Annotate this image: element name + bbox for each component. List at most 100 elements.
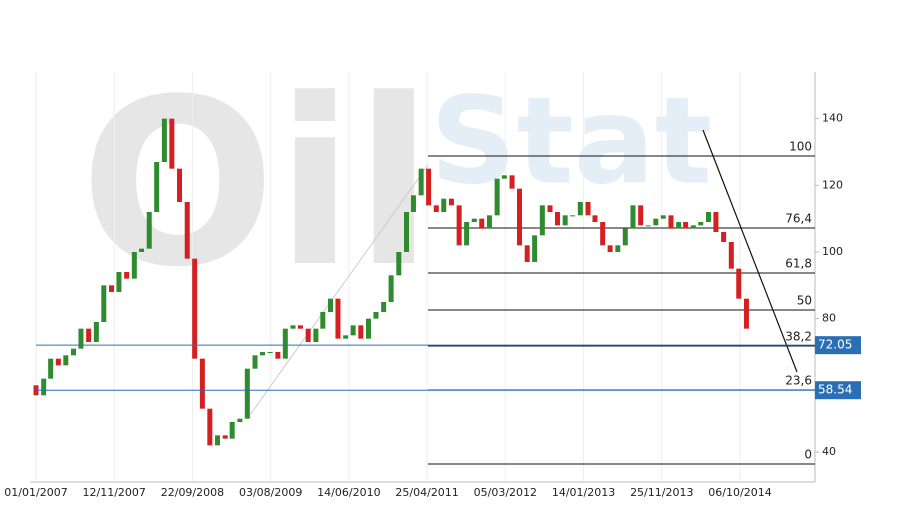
candle-body	[70, 348, 76, 356]
candle-body	[607, 245, 613, 252]
candle-body	[244, 368, 250, 419]
fib-label: 50	[797, 294, 812, 308]
candle-body	[199, 358, 205, 409]
candle-body	[577, 202, 583, 216]
candle-body	[222, 435, 228, 439]
candle-body	[653, 218, 659, 226]
fib-label: 100	[789, 140, 812, 154]
fib-label: 38,2	[785, 330, 812, 344]
candle-body	[622, 228, 628, 246]
candle-body	[305, 328, 311, 342]
candle-body	[267, 352, 273, 353]
candle-body	[690, 225, 696, 229]
candle-body	[585, 202, 591, 216]
candle-body	[177, 168, 183, 202]
candle-body	[184, 202, 190, 259]
y-tick-label: 40	[822, 445, 836, 458]
x-tick-label: 25/11/2013	[630, 486, 693, 499]
candle-body	[320, 312, 326, 329]
candle-body	[433, 205, 439, 212]
fib-label: 61,8	[785, 257, 812, 271]
trend-line	[702, 129, 798, 373]
x-tick-label: 14/01/2013	[552, 486, 615, 499]
candle-body	[328, 298, 334, 312]
candle-body	[86, 328, 92, 342]
price-tag	[815, 381, 861, 400]
fib-label: 23,6	[785, 374, 812, 388]
candle-body	[373, 312, 379, 319]
candle-body	[426, 168, 432, 206]
candle-body	[592, 215, 598, 222]
candle-body	[388, 275, 394, 302]
candle-body	[532, 235, 538, 262]
candle-body	[259, 352, 265, 356]
candle-body	[252, 355, 258, 369]
fib-label: 76,4	[785, 212, 812, 226]
price-tag-label: 72.05	[818, 338, 852, 352]
candle-body	[41, 378, 47, 396]
candle-body	[698, 222, 704, 226]
candle-body	[645, 225, 651, 227]
candle-body	[396, 252, 402, 276]
x-tick-label: 25/04/2011	[395, 486, 458, 499]
candle-body	[146, 212, 152, 249]
candle-body	[297, 325, 303, 329]
price-tag-label: 58.54	[818, 383, 852, 397]
candle-body	[124, 272, 130, 279]
candle-body	[55, 358, 61, 366]
candle-body	[350, 325, 356, 336]
candle-body	[683, 222, 689, 229]
candle-body	[676, 222, 682, 229]
candle-body	[600, 222, 606, 246]
candle-body	[418, 168, 424, 196]
x-tick-label: 06/10/2014	[708, 486, 771, 499]
x-tick-label: 03/08/2009	[239, 486, 302, 499]
price-tag	[815, 336, 861, 355]
candle-body	[456, 205, 462, 246]
candle-body	[161, 118, 167, 162]
candle-body	[509, 175, 515, 189]
candle-body	[169, 118, 175, 169]
x-tick-label: 12/11/2007	[83, 486, 146, 499]
candle-body	[471, 218, 477, 222]
candle-body	[570, 215, 576, 217]
candle-body	[404, 212, 410, 252]
candle-body	[660, 215, 666, 219]
candle-body	[101, 285, 107, 322]
candle-body	[562, 215, 568, 226]
x-tick-label: 01/01/2007	[4, 486, 67, 499]
candle-body	[630, 205, 636, 229]
candle-body	[207, 408, 213, 446]
candle-body	[554, 212, 560, 226]
candle-body	[48, 358, 54, 379]
candle-body	[479, 218, 485, 229]
candle-body	[501, 175, 507, 179]
candle-body	[441, 198, 447, 212]
candle-body	[192, 258, 198, 359]
candle-body	[78, 328, 84, 349]
candle-body	[524, 245, 530, 262]
candle-body	[290, 325, 296, 329]
candle-body	[547, 205, 553, 212]
candle-body	[494, 178, 500, 216]
y-tick-label: 100	[822, 245, 843, 258]
watermark-stat: Stat	[430, 73, 712, 212]
candle-body	[93, 322, 99, 342]
candle-body	[215, 435, 221, 446]
candle-body	[736, 268, 742, 299]
x-tick-label: 05/03/2012	[474, 486, 537, 499]
x-tick-label: 22/09/2008	[161, 486, 224, 499]
y-tick-label: 80	[822, 312, 836, 325]
candle-body	[282, 328, 288, 359]
candle-body	[516, 188, 522, 246]
candle-body	[486, 215, 492, 229]
candle-body	[358, 325, 364, 339]
watermark-oil: Oil	[80, 51, 433, 318]
candle-body	[381, 302, 387, 312]
trend-line	[249, 164, 429, 416]
candle-body	[108, 285, 114, 292]
candle-body	[713, 212, 719, 232]
candle-body	[237, 418, 243, 422]
y-tick-label: 140	[822, 112, 843, 125]
